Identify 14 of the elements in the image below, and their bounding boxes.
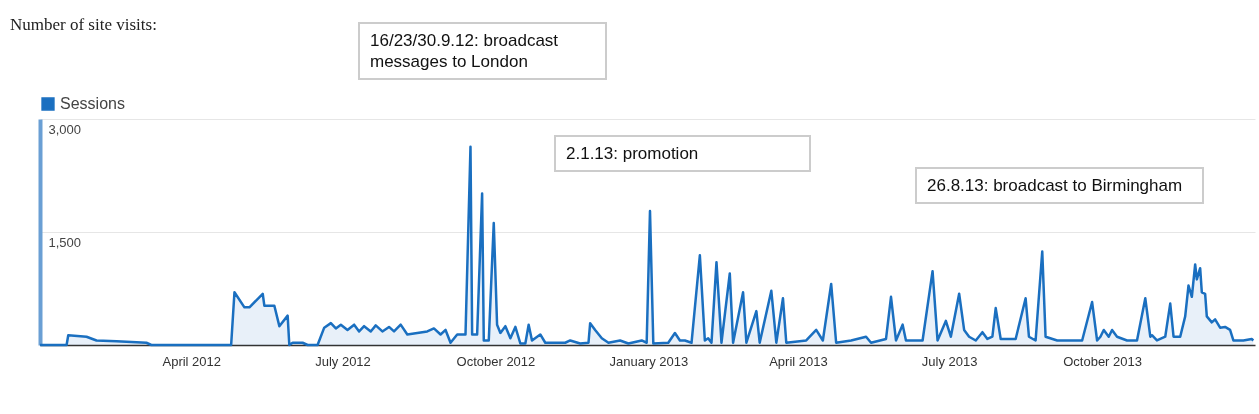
callout-box: 16/23/30.9.12: broadcast messages to London xyxy=(358,22,607,80)
chart-title: Number of site visits: xyxy=(10,14,158,35)
legend-label: Sessions xyxy=(60,95,125,112)
x-tick-label: January 2013 xyxy=(609,353,689,369)
x-tick-label: October 2012 xyxy=(456,353,536,369)
x-tick-label: April 2012 xyxy=(162,353,222,369)
y-tick-label: 3,000 xyxy=(48,121,82,137)
y-tick-label: 1,500 xyxy=(48,234,82,250)
x-tick-label: October 2013 xyxy=(1063,353,1142,369)
callout-box: 26.8.13: broadcast to Birmingham xyxy=(915,167,1204,204)
callout-box: 2.1.13: promotion xyxy=(554,135,811,172)
x-tick-label: July 2013 xyxy=(921,353,978,369)
x-tick-label: April 2013 xyxy=(769,353,828,369)
x-tick-label: July 2012 xyxy=(315,353,371,369)
